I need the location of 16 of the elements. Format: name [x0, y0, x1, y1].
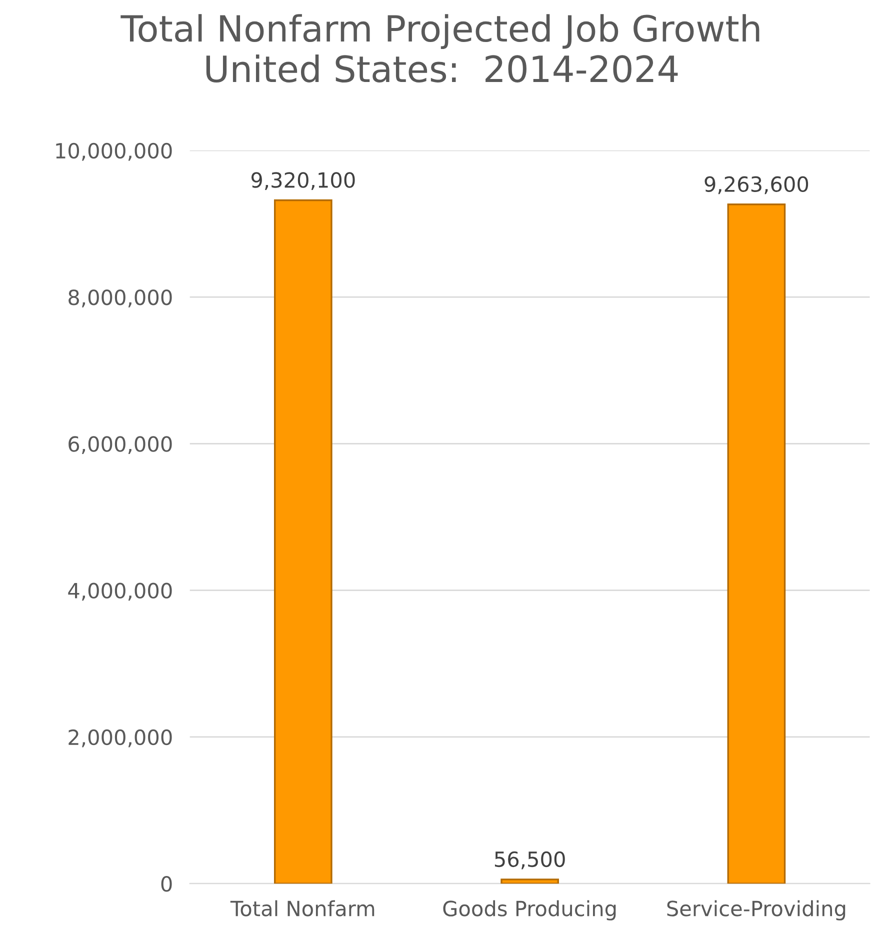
- y-tick-label: 4,000,000: [68, 582, 172, 601]
- x-tick-label: Service-Providing: [667, 900, 846, 920]
- bar: [727, 204, 786, 884]
- y-tick-label: 6,000,000: [68, 436, 172, 454]
- y-tick-label: 8,000,000: [68, 289, 172, 308]
- bar: [500, 878, 559, 884]
- data-label: 9,320,100: [251, 172, 355, 190]
- data-label: 56,500: [494, 851, 565, 870]
- bar: [274, 199, 332, 884]
- x-tick-label: Goods Producing: [443, 900, 616, 920]
- y-tick-label: 2,000,000: [68, 729, 172, 748]
- y-tick-label: 0: [161, 876, 172, 892]
- data-label: 9,263,600: [704, 176, 808, 194]
- x-tick-label: Total Nonfarm: [230, 900, 374, 916]
- chart-title: Total Nonfarm Projected Job Growth United States: 2014-2024: [120, 14, 760, 82]
- y-tick-label: 10,000,000: [56, 142, 172, 161]
